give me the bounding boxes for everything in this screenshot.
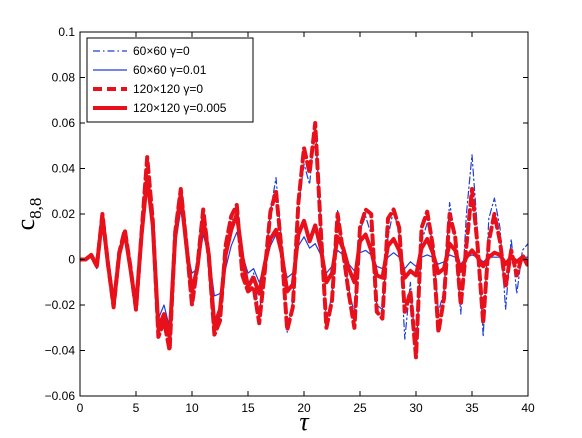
y-axis-label: c8,8 bbox=[11, 198, 45, 231]
ticks-layer: 0 5 10 15 20 25 30 35 40 −0.06 −0.04 −0.02 0 0.02 0.04… bbox=[45, 25, 535, 415]
x-tick-label: 10 bbox=[185, 401, 199, 415]
legend-label-3: 120×120 γ=0 bbox=[133, 82, 203, 96]
legend: 60×60 γ=0 60×60 γ=0.01 120×120 γ=0 120×120 … bbox=[86, 37, 254, 123]
y-axis-label-subscript: 8,8 bbox=[26, 198, 45, 219]
x-tick-label: 40 bbox=[521, 401, 535, 415]
legend-label-1: 60×60 γ=0 bbox=[133, 44, 190, 58]
x-tick-label: 5 bbox=[133, 401, 140, 415]
y-tick-label: 0.08 bbox=[52, 71, 76, 85]
series-layer bbox=[80, 121, 528, 360]
legend-label-2: 60×60 γ=0.01 bbox=[133, 63, 207, 77]
series-line-4 bbox=[80, 175, 528, 339]
x-tick-label: 25 bbox=[353, 401, 367, 415]
x-axis-label: τ bbox=[299, 407, 310, 436]
y-tick-label: 0.04 bbox=[52, 162, 76, 176]
y-tick-label: 0 bbox=[68, 253, 75, 267]
y-tick-label: −0.04 bbox=[45, 344, 76, 358]
y-axis-label-main: c bbox=[11, 219, 40, 231]
x-tick-label: 35 bbox=[465, 401, 479, 415]
x-tick-label: 15 bbox=[241, 401, 255, 415]
x-tick-label: 30 bbox=[409, 401, 423, 415]
legend-label-4: 120×120 γ=0.005 bbox=[133, 101, 227, 115]
y-tick-label: −0.02 bbox=[45, 298, 76, 312]
y-tick-label: 0.02 bbox=[52, 207, 76, 221]
y-tick-label: 0.06 bbox=[52, 116, 76, 130]
y-tick-label: 0.1 bbox=[58, 25, 75, 39]
x-tick-label: 20 bbox=[297, 401, 311, 415]
x-tick-label: 0 bbox=[77, 401, 84, 415]
y-tick-label: −0.06 bbox=[45, 389, 76, 403]
